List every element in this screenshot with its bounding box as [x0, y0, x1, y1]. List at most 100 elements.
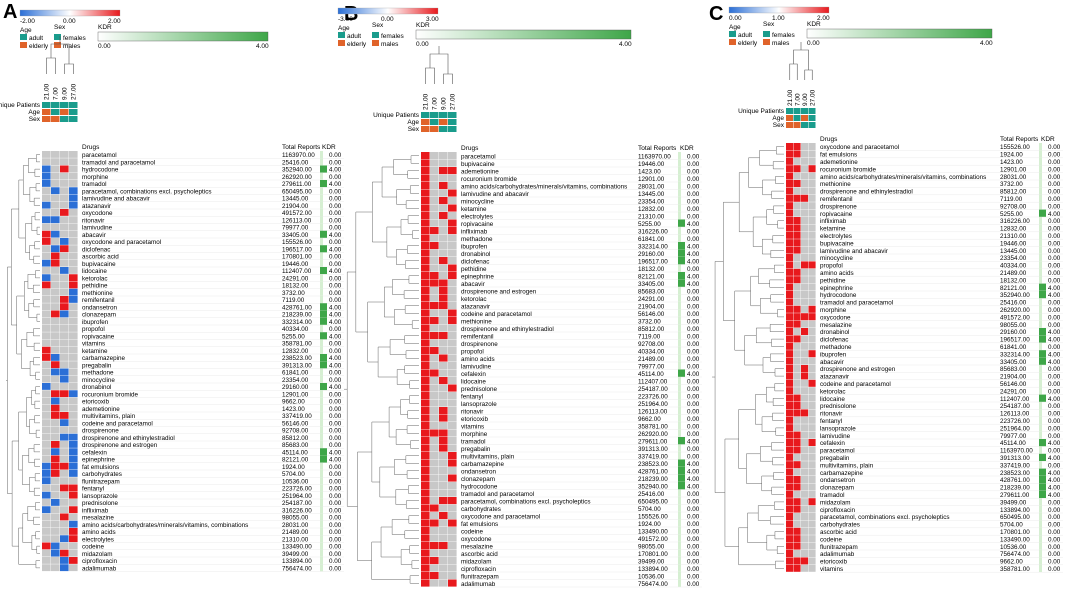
- kdr-value: 0.00: [687, 506, 700, 513]
- drug-label: flunitrazepam: [82, 478, 120, 485]
- reports-value: 18132.00: [1000, 277, 1027, 284]
- kdr-value: 0.00: [1048, 314, 1061, 321]
- reports-value: 238523.00: [638, 461, 668, 468]
- heatmap-cell: [439, 429, 448, 437]
- scale-mid-label: 0.00: [381, 16, 394, 23]
- sex-males-label: males: [63, 43, 81, 50]
- drug-label: ciprofloxacin: [82, 558, 117, 565]
- kdr-bar: [1039, 409, 1042, 417]
- heatmap-cell: [69, 238, 78, 245]
- heatmap-cell: [430, 294, 439, 302]
- kdr-bar: [1039, 320, 1042, 328]
- heatmap-cell: [51, 209, 60, 216]
- heatmap-cell: [51, 187, 60, 195]
- heatmap-cell: [51, 245, 60, 253]
- reports-value: 25416.00: [282, 159, 309, 166]
- kdr-bar: [678, 287, 681, 295]
- heatmap-cell: [421, 287, 430, 295]
- drug-label: electrolytes: [461, 213, 493, 220]
- heatmap-cell: [69, 216, 78, 224]
- kdr-bar: [1039, 342, 1042, 350]
- heatmap-cell: [430, 557, 439, 565]
- drug-label: ibuprofen: [82, 319, 109, 326]
- drug-label: amino acids: [461, 356, 495, 363]
- heatmap-cell: [69, 158, 78, 166]
- color-scale-bar: [728, 6, 830, 14]
- kdr-value: 4.00: [687, 476, 700, 483]
- kdr-min-label: 0.00: [807, 40, 820, 47]
- kdr-bar: [320, 506, 323, 514]
- heatmap-cell: [439, 234, 448, 242]
- heatmap-cell: [60, 499, 69, 506]
- kdr-value: 0.00: [1048, 433, 1061, 440]
- heatmap-cell: [801, 379, 809, 387]
- heatmap-cell: [793, 453, 801, 461]
- heatmap-cell: [439, 339, 448, 347]
- unique-patients-cell: [801, 108, 808, 114]
- reports-value: 1423.00: [638, 168, 661, 175]
- heatmap-cell: [430, 489, 439, 497]
- sex-cell: [793, 122, 801, 128]
- drug-label: multivitamins, plain: [82, 413, 136, 420]
- heatmap-cell: [439, 167, 448, 175]
- kdr-value: 0.00: [329, 196, 342, 203]
- drug-label: carbohydrates: [82, 471, 122, 478]
- kdr-legend-bar: [97, 31, 269, 42]
- heatmap-cell: [786, 468, 794, 476]
- heatmap-cell: [42, 288, 51, 296]
- heatmap-cell: [439, 482, 448, 490]
- kdr-bar: [678, 159, 681, 167]
- kdr-bar: [1039, 402, 1042, 410]
- reports-value: 332314.00: [1000, 351, 1030, 358]
- reports-value: 18132.00: [638, 266, 665, 273]
- kdr-bar: [1039, 224, 1042, 232]
- kdr-value: 0.00: [329, 348, 342, 355]
- reports-value: 19446.00: [282, 261, 309, 268]
- kdr-bar: [1039, 305, 1042, 313]
- age-adult-label: adult: [29, 35, 43, 42]
- kdr-bar: [678, 459, 685, 467]
- panel-label: C: [709, 3, 723, 25]
- kdr-bar: [1039, 564, 1042, 572]
- kdr-value: 0.00: [1048, 529, 1061, 536]
- heatmap-cell: [808, 231, 816, 239]
- kdr-value: 0.00: [1048, 203, 1061, 210]
- kdr-value: 0.00: [687, 446, 700, 453]
- kdr-bar: [320, 426, 323, 434]
- reports-value: 61841.00: [638, 236, 665, 243]
- kdr-bar: [320, 470, 323, 478]
- heatmap-cell: [786, 394, 794, 402]
- kdr-bar: [320, 383, 327, 391]
- drug-label: methionine: [461, 318, 492, 325]
- age-elderly-label: elderly: [347, 41, 367, 48]
- drug-label: remifentanil: [461, 333, 494, 340]
- unique-patients-cell: [793, 108, 801, 114]
- age-elderly-label: elderly: [29, 43, 49, 50]
- heatmap-cell: [42, 390, 51, 398]
- reports-value: 12832.00: [1000, 226, 1027, 233]
- unique-patients-cell: [60, 102, 69, 108]
- age-cell: [793, 115, 801, 121]
- heatmap-cell: [801, 268, 809, 276]
- heatmap-cell: [51, 520, 60, 528]
- heatmap-cell: [42, 245, 51, 253]
- reports-value: 358781.00: [638, 423, 668, 430]
- kdr-value: 0.00: [329, 261, 342, 268]
- kdr-bar: [1039, 357, 1046, 365]
- reports-value: 196517.00: [638, 258, 668, 265]
- kdr-bar: [1039, 350, 1046, 358]
- heatmap-cell: [808, 268, 816, 276]
- heatmap-cell: [786, 143, 794, 150]
- heatmap-cell: [808, 298, 816, 306]
- age-cell: [801, 115, 808, 121]
- heatmap-cell: [42, 165, 51, 173]
- heatmap-cell: [786, 313, 794, 321]
- sex-females-label: females: [772, 32, 796, 39]
- heatmap-cell: [69, 462, 78, 470]
- age-adult-label: adult: [738, 32, 752, 39]
- kdr-bar: [678, 197, 681, 205]
- heatmap-cell: [69, 209, 78, 216]
- kdr-value: 0.00: [1048, 174, 1061, 181]
- kdr-value: 4.00: [329, 355, 342, 362]
- heatmap-cell: [801, 416, 809, 424]
